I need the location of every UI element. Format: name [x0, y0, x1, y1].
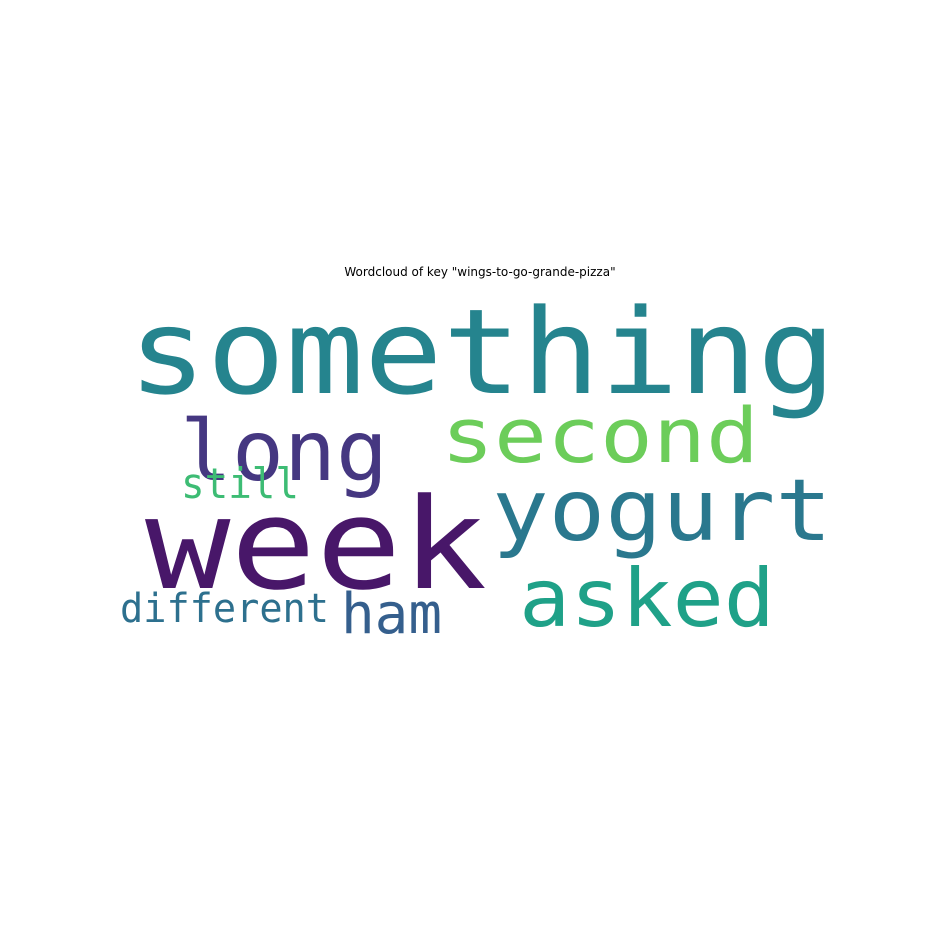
word-ham: ham — [341, 582, 442, 647]
word-long: long — [180, 402, 388, 500]
word-second: second — [441, 391, 759, 480]
word-different: different — [120, 586, 329, 632]
word-still: still — [181, 459, 299, 508]
chart-title: Wordcloud of key "wings-to-go-grande-piz… — [344, 265, 616, 279]
word-asked: asked — [519, 552, 775, 645]
word-yogurt: yogurt — [492, 461, 832, 561]
word-something: something — [128, 283, 836, 421]
word-week: week — [145, 471, 487, 618]
